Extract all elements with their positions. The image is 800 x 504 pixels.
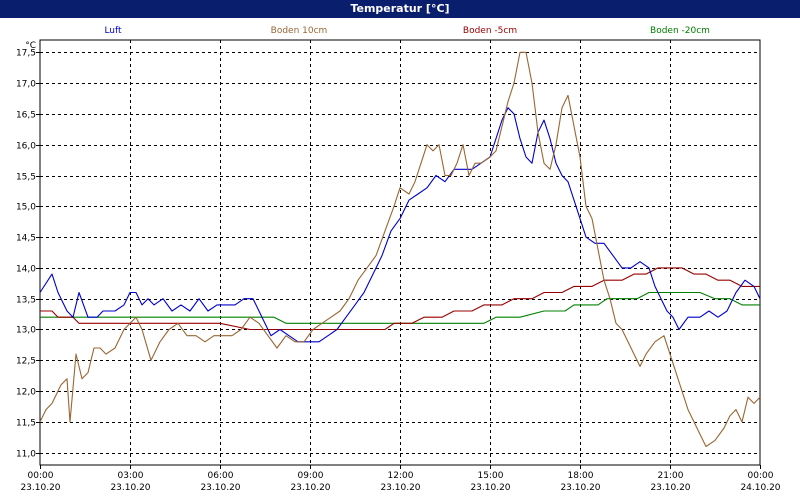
x-tick-time-label: 03:00 — [118, 471, 144, 481]
x-tick-time-label: 12:00 — [388, 471, 414, 481]
y-unit-label: °C — [25, 41, 36, 51]
legend-entry: Boden -5cm — [463, 26, 517, 36]
y-tick-label: 12,5 — [16, 357, 36, 367]
y-tick-label: 11,0 — [16, 450, 36, 460]
legend-entry: Luft — [104, 26, 122, 36]
legend-entry: Boden -20cm — [650, 26, 710, 36]
x-tick-date-label: 23.10.20 — [20, 483, 60, 493]
x-tick-time-label: 21:00 — [658, 471, 684, 481]
x-tick-date-label: 23.10.20 — [200, 483, 240, 493]
temperature-chart: 11,0 11,5 12,0 12,5 13,0 13,5 14,0 14,5 15,0 15,5… — [16, 26, 781, 493]
x-tick-date-label: 23.10.20 — [470, 483, 510, 493]
y-tick-label: 17,5 — [16, 49, 36, 59]
chart-area: 11,0 11,5 12,0 12,5 13,0 13,5 14,0 14,5 15,0 15,5… — [0, 18, 800, 500]
x-tick-time-label: 18:00 — [568, 471, 594, 481]
x-tick-time-label: 00:00 — [748, 471, 774, 481]
legend-entry: Boden 10cm — [271, 26, 328, 36]
series-line-boden-10cm — [39, 51, 761, 448]
y-tick-label: 16,5 — [16, 111, 36, 121]
y-tick-label: 14,5 — [16, 234, 36, 244]
series-line-luft — [39, 107, 761, 343]
y-tick-label: 14,0 — [16, 265, 36, 275]
x-tick-date-label: 23.10.20 — [290, 483, 330, 493]
y-tick-label: 11,5 — [16, 419, 36, 429]
x-tick-date-label: 24.10.20 — [740, 483, 780, 493]
y-tick-label: 13,5 — [16, 296, 36, 306]
series-line-boden-5cm — [40, 267, 760, 331]
y-tick-label: 12,0 — [16, 388, 36, 398]
x-tick-time-label: 15:00 — [478, 471, 504, 481]
y-tick-label: 17,0 — [16, 80, 36, 90]
y-tick-label: 13,0 — [16, 326, 36, 336]
x-tick-time-label: 09:00 — [298, 471, 324, 481]
series-line-boden-20cm — [40, 291, 760, 324]
x-tick-date-label: 23.10.20 — [380, 483, 420, 493]
x-tick-date-label: 23.10.20 — [560, 483, 600, 493]
y-tick-label: 15,0 — [16, 203, 36, 213]
x-tick-time-label: 06:00 — [208, 471, 234, 481]
y-tick-label: 15,5 — [16, 173, 36, 183]
x-tick-time-label: 00:00 — [28, 471, 54, 481]
y-tick-label: 16,0 — [16, 142, 36, 152]
x-tick-date-label: 23.10.20 — [110, 483, 150, 493]
chart-title: Temperatur [°C] — [0, 0, 800, 18]
x-tick-date-label: 23.10.20 — [650, 483, 690, 493]
